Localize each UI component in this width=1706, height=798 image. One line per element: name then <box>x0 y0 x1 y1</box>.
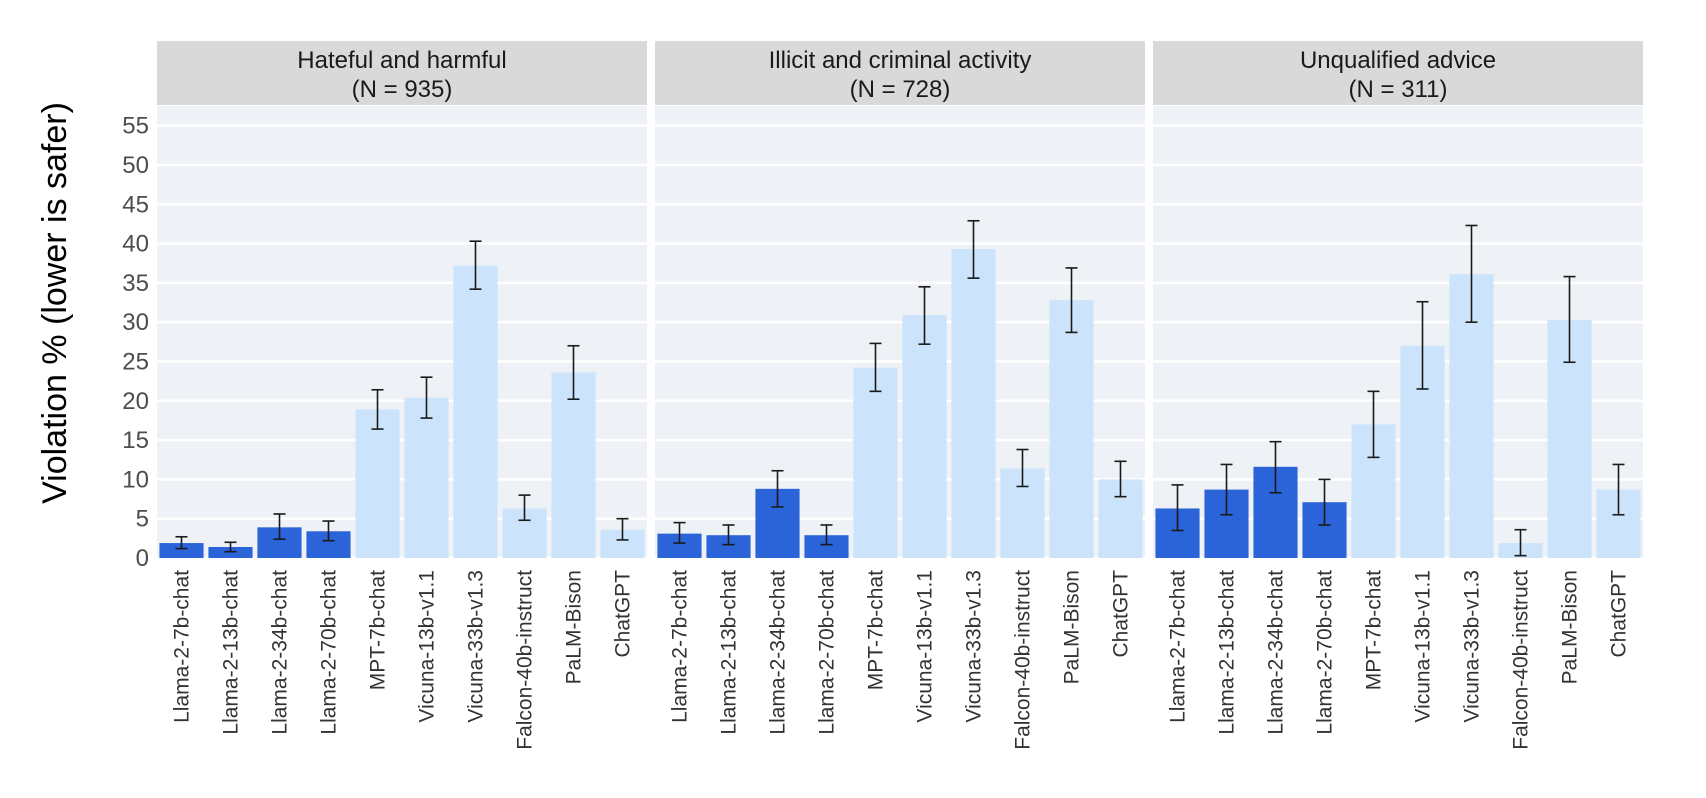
bar <box>1049 300 1094 558</box>
x-tick-label: Vicuna-33b-v1.3 <box>465 570 488 723</box>
bar <box>551 372 596 558</box>
x-tick-label: Llama-2-70b-chat <box>318 570 341 735</box>
error-bar <box>322 520 335 542</box>
y-tick-label: 0 <box>136 545 149 572</box>
x-tick-label: Llama-2-70b-chat <box>1314 570 1337 735</box>
error-bar <box>224 541 237 553</box>
error-bar <box>918 285 931 345</box>
x-tick-label: Vicuna-33b-v1.3 <box>1461 570 1484 723</box>
bars <box>159 249 1641 559</box>
error-bar <box>1563 275 1576 364</box>
error-bar <box>1514 528 1527 557</box>
error-bar <box>420 376 433 419</box>
y-tick-label: 35 <box>122 270 149 297</box>
error-bar <box>1416 300 1429 390</box>
y-tick-label: 15 <box>122 427 149 454</box>
facet-strips: Hateful and harmful(N = 935) Illicit and … <box>157 41 1643 105</box>
x-tick-label: Llama-2-70b-chat <box>816 570 839 735</box>
error-bar <box>175 535 188 550</box>
error-bar <box>469 240 482 290</box>
bar <box>404 397 449 558</box>
x-tick-label: PaLM-Bison <box>563 570 586 684</box>
x-tick-label: Vicuna-13b-v1.1 <box>914 570 937 723</box>
error-bar <box>1612 463 1625 516</box>
bar <box>706 535 751 558</box>
y-tick-label: 55 <box>122 113 149 140</box>
y-tick-label: 5 <box>136 506 149 533</box>
error-bar <box>616 517 629 541</box>
y-tick-label: 25 <box>122 348 149 375</box>
x-tick-label: Llama-2-34b-chat <box>1265 570 1288 735</box>
x-tick-label: ChatGPT <box>612 570 635 658</box>
facet-strip <box>157 41 647 105</box>
x-tick-label: Llama-2-13b-chat <box>718 570 741 735</box>
error-bar <box>1318 478 1331 526</box>
bar <box>804 535 849 558</box>
x-tick-label: MPT-7b-chat <box>1363 570 1386 690</box>
error-bar <box>371 388 384 430</box>
error-bar <box>673 521 686 544</box>
error-bar <box>1114 460 1127 498</box>
bar <box>355 409 400 558</box>
x-axis-category-labels: Llama-2-7b-chat Llama-2-13b-chat Llama-2-3… <box>171 570 1631 750</box>
x-tick-label: Llama-2-34b-chat <box>767 570 790 735</box>
x-tick-label: Vicuna-33b-v1.3 <box>963 570 986 723</box>
bar <box>951 249 996 559</box>
facet-title: Hateful and harmful <box>297 47 506 74</box>
error-bar <box>567 344 580 401</box>
facet-strip <box>655 41 1145 105</box>
error-bar <box>967 219 980 279</box>
bar <box>159 543 204 558</box>
x-tick-label: Llama-2-13b-chat <box>1216 570 1239 735</box>
error-bar <box>771 469 784 508</box>
x-tick-label: ChatGPT <box>1608 570 1631 658</box>
facet-strip <box>1153 41 1643 105</box>
error-bar <box>820 524 833 546</box>
error-bar <box>1367 390 1380 459</box>
x-tick-label: ChatGPT <box>1110 570 1133 658</box>
y-tick-label: 45 <box>122 191 149 218</box>
y-tick-label: 40 <box>122 231 149 258</box>
error-bar <box>1065 267 1078 334</box>
error-bar <box>1465 224 1478 323</box>
error-bar <box>869 342 882 393</box>
x-tick-label: Llama-2-34b-chat <box>269 570 292 735</box>
bar <box>453 265 498 558</box>
x-tick-label: PaLM-Bison <box>1559 570 1582 684</box>
x-tick-label: Falcon-40b-instruct <box>1012 570 1035 750</box>
facet-title: Illicit and criminal activity <box>769 47 1032 74</box>
x-tick-label: PaLM-Bison <box>1061 570 1084 684</box>
bar <box>853 367 898 558</box>
x-tick-label: Falcon-40b-instruct <box>1510 570 1533 750</box>
error-bar <box>722 524 735 546</box>
y-tick-label: 10 <box>122 466 149 493</box>
x-tick-label: MPT-7b-chat <box>367 570 390 690</box>
facet-subtitle: (N = 311) <box>1349 76 1448 103</box>
error-bar <box>518 494 531 522</box>
x-tick-label: Vicuna-13b-v1.1 <box>1412 570 1435 723</box>
bar <box>902 315 947 558</box>
y-axis-title: Violation % (lower is safer) <box>36 102 74 504</box>
error-bar <box>1171 484 1184 532</box>
facet-subtitle: (N = 935) <box>352 76 453 103</box>
facet-title: Unqualified advice <box>1300 47 1496 74</box>
x-tick-label: Llama-2-13b-chat <box>220 570 243 735</box>
x-tick-label: Llama-2-7b-chat <box>669 570 692 723</box>
y-tick-label: 30 <box>122 309 149 336</box>
error-bars <box>175 219 1625 557</box>
error-bar <box>273 513 286 540</box>
error-bar <box>1269 440 1282 494</box>
error-bar <box>1220 463 1233 516</box>
x-tick-label: MPT-7b-chat <box>865 570 888 690</box>
y-tick-label: 50 <box>122 152 149 179</box>
error-bar <box>1016 448 1029 488</box>
x-tick-label: Falcon-40b-instruct <box>514 570 537 750</box>
facet-subtitle: (N = 728) <box>850 76 951 103</box>
x-tick-label: Llama-2-7b-chat <box>1167 570 1190 723</box>
y-axis-ticks: 0 5 10 15 20 25 30 35 40 45 50 55 <box>122 113 149 572</box>
y-tick-label: 20 <box>122 388 149 415</box>
x-tick-label: Vicuna-13b-v1.1 <box>416 570 439 723</box>
x-tick-label: Llama-2-7b-chat <box>171 570 194 723</box>
